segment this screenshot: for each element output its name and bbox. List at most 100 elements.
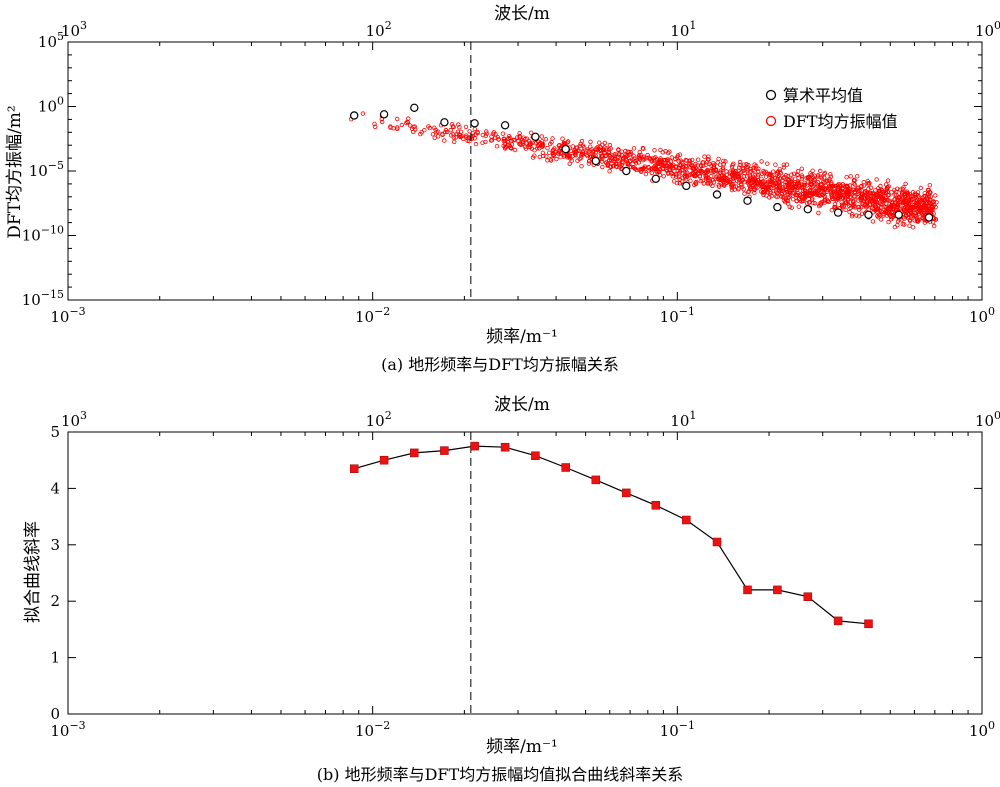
mean-point bbox=[924, 213, 934, 222]
chart-a-xlabel: 频率/m⁻¹ bbox=[486, 327, 558, 347]
dft-point bbox=[748, 185, 753, 191]
chart-b-ytick-label: 4 bbox=[50, 479, 60, 497]
dft-point bbox=[746, 178, 751, 184]
dft-point bbox=[670, 174, 675, 179]
dft-point bbox=[708, 173, 714, 179]
dft-point bbox=[782, 174, 787, 180]
dft-point bbox=[876, 206, 881, 211]
chart-a-ytick-label: 105 bbox=[38, 30, 64, 51]
dft-point bbox=[802, 194, 808, 199]
dft-point bbox=[637, 153, 642, 158]
dft-point bbox=[641, 146, 646, 151]
dft-point bbox=[380, 119, 385, 125]
dft-point bbox=[751, 165, 756, 171]
dft-point bbox=[694, 179, 699, 185]
dft-point bbox=[771, 169, 776, 174]
dft-point bbox=[825, 189, 830, 194]
dft-point bbox=[579, 163, 584, 169]
dft-point bbox=[501, 143, 506, 148]
dft-point bbox=[822, 175, 827, 180]
dft-point bbox=[709, 168, 714, 174]
dft-point bbox=[660, 150, 665, 155]
dft-point bbox=[677, 177, 682, 182]
chart-b-ytick-label: 0 bbox=[50, 705, 60, 723]
slope-point bbox=[500, 442, 510, 452]
chart-a-xtick-label: 10−3 bbox=[50, 305, 85, 326]
dft-point bbox=[835, 185, 840, 191]
dft-point bbox=[665, 157, 670, 162]
dft-point bbox=[795, 168, 801, 174]
dft-point bbox=[599, 159, 605, 164]
mean-point bbox=[379, 110, 389, 119]
chart-a-ylabel: DFT均方振幅/m² bbox=[5, 105, 25, 238]
dft-point bbox=[873, 188, 878, 193]
dft-point bbox=[426, 124, 431, 129]
dft-point bbox=[607, 142, 613, 148]
dft-point bbox=[640, 145, 646, 151]
dft-point bbox=[786, 195, 791, 201]
dft-point bbox=[652, 166, 657, 172]
dft-point bbox=[771, 188, 776, 194]
dft-point bbox=[540, 150, 546, 156]
dft-point bbox=[696, 157, 701, 162]
dft-point bbox=[902, 222, 907, 227]
dft-point bbox=[868, 202, 873, 207]
dft-point bbox=[870, 199, 875, 204]
dft-point bbox=[526, 144, 531, 150]
dft-point bbox=[627, 152, 632, 157]
dft-point bbox=[713, 171, 718, 176]
dft-point bbox=[530, 155, 536, 160]
dft-point bbox=[552, 146, 557, 151]
chart-a-ytick-label: 100 bbox=[38, 95, 64, 116]
dft-point bbox=[539, 134, 544, 139]
dft-point bbox=[903, 212, 909, 217]
dft-point bbox=[626, 149, 631, 155]
dft-point bbox=[872, 195, 877, 201]
dft-point bbox=[529, 130, 534, 135]
dft-point bbox=[774, 181, 779, 187]
slope-point bbox=[470, 441, 479, 451]
chart-b-ytick-label: 2 bbox=[50, 592, 60, 610]
slope-point bbox=[712, 537, 722, 547]
mean-point bbox=[712, 190, 722, 199]
dft-point bbox=[828, 172, 833, 177]
dft-point bbox=[849, 213, 855, 219]
dft-point bbox=[628, 158, 633, 164]
dft-point bbox=[682, 171, 688, 176]
dft-point bbox=[876, 214, 881, 220]
dft-point bbox=[721, 179, 727, 184]
dft-point bbox=[675, 168, 680, 173]
dft-point bbox=[506, 136, 511, 141]
dft-point bbox=[877, 188, 883, 193]
chart-b-top-tick-label: 103 bbox=[61, 409, 87, 430]
dft-point bbox=[927, 182, 932, 188]
dft-point bbox=[544, 154, 549, 159]
dft-point bbox=[464, 133, 469, 138]
dft-point bbox=[896, 197, 901, 202]
chart-b-ytick-label: 5 bbox=[50, 423, 60, 441]
dft-point bbox=[599, 153, 604, 158]
dft-point bbox=[790, 185, 795, 190]
dft-point bbox=[799, 173, 805, 178]
dft-point bbox=[877, 194, 882, 199]
dft-point bbox=[813, 191, 818, 197]
dft-point bbox=[882, 204, 887, 210]
dft-point bbox=[856, 198, 861, 203]
dft-point bbox=[907, 223, 912, 228]
dft-point bbox=[931, 200, 936, 205]
dft-point bbox=[809, 182, 814, 187]
mean-point bbox=[500, 121, 510, 130]
dft-point bbox=[724, 169, 729, 174]
dft-point bbox=[480, 140, 485, 145]
dft-point bbox=[666, 150, 671, 156]
dft-point bbox=[753, 177, 758, 183]
chart-b-xtick-label: 10−3 bbox=[50, 719, 85, 740]
dft-point bbox=[661, 163, 667, 168]
dft-point bbox=[674, 180, 680, 186]
mean-point bbox=[651, 174, 661, 183]
dft-point bbox=[756, 166, 761, 171]
slope-point bbox=[651, 501, 661, 510]
dft-point bbox=[718, 170, 723, 175]
chart-a-top-tick-label: 101 bbox=[670, 19, 696, 40]
dft-point bbox=[833, 204, 838, 210]
